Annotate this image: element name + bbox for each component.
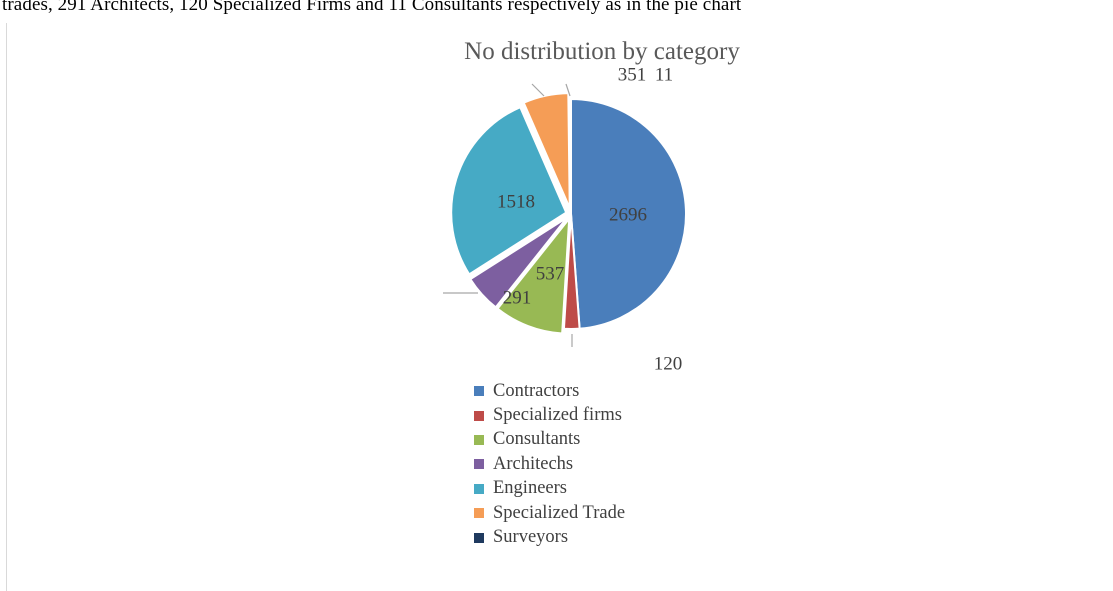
- legend-label: Engineers: [493, 478, 567, 499]
- pie-slice-engineers: [450, 105, 568, 276]
- legend-swatch: [474, 434, 484, 445]
- legend-item: Surveyors: [474, 525, 625, 549]
- legend-label: Consultants: [493, 429, 581, 450]
- pie-slice-surveyors: [568, 97, 572, 215]
- legend-swatch: [474, 410, 484, 421]
- pie-slice-architechs: [468, 216, 569, 309]
- data-label: 1518: [497, 191, 535, 212]
- pie-slice-contractors: [570, 97, 687, 330]
- data-label: 537: [536, 263, 565, 284]
- chart-legend: Contractors Specialized firms Consultants A…: [474, 379, 625, 550]
- data-label: 291: [503, 287, 532, 308]
- data-label: 11: [655, 64, 673, 85]
- pie-slice-consultants: [496, 215, 571, 335]
- leader-line: [531, 83, 545, 97]
- legend-label: Contractors: [493, 380, 580, 401]
- legend-swatch: [474, 459, 484, 470]
- legend-item: Architechs: [474, 452, 625, 476]
- pie-slice-specialized-firms: [562, 213, 581, 330]
- legend-swatch: [474, 508, 484, 519]
- legend-label: Surveyors: [493, 527, 569, 548]
- pie-slice-specialized-trade: [522, 92, 571, 209]
- legend-label: Specialized Trade: [493, 502, 626, 523]
- chart-area: [6, 23, 1113, 591]
- leader-line: [565, 83, 571, 97]
- legend-swatch: [474, 532, 484, 543]
- leader-lines: [443, 83, 573, 347]
- legend-item: Contractors: [474, 379, 625, 403]
- legend-item: Engineers: [474, 477, 625, 501]
- data-label: 351: [618, 64, 647, 85]
- legend-swatch: [474, 483, 484, 494]
- chart-title: No distribution by category: [464, 38, 740, 65]
- legend-item: Consultants: [474, 428, 625, 452]
- legend-swatch: [474, 386, 484, 397]
- data-label: 120: [654, 353, 683, 374]
- data-label: 2696: [609, 204, 647, 225]
- legend-item: Specialized firms: [474, 403, 625, 427]
- pie-slices: [450, 92, 687, 335]
- context-text: trades, 291 Architects, 120 Specialized …: [2, 0, 742, 15]
- legend-label: Specialized firms: [493, 405, 622, 426]
- legend-label: Architechs: [493, 453, 574, 474]
- legend-item: Specialized Trade: [474, 501, 625, 525]
